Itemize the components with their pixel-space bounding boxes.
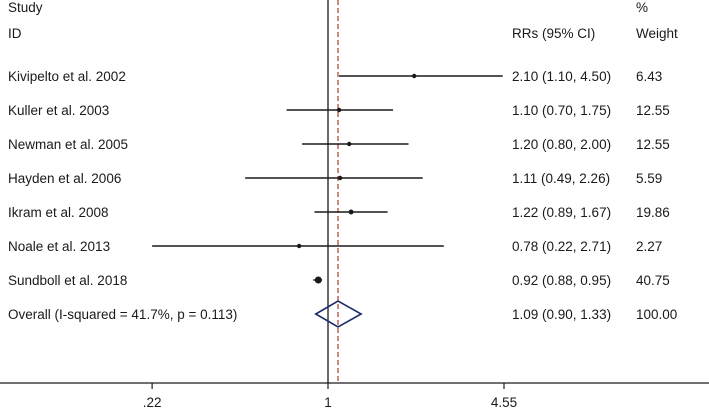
weight-text: 12.55 <box>636 103 670 118</box>
ci-text: 1.11 (0.49, 2.26) <box>512 171 610 186</box>
header-study: Study <box>8 0 43 15</box>
x-tick-label: .22 <box>143 395 162 410</box>
study-rows: Kivipelto et al. 2002 2.10 (1.10, 4.50) 6.… <box>8 0 677 383</box>
study-id: Sundboll et al. 2018 <box>8 273 127 288</box>
overall-ci-text: 1.09 (0.90, 1.33) <box>512 307 611 322</box>
ci-text: 1.10 (0.70, 1.75) <box>512 103 611 118</box>
study-row: Kivipelto et al. 2002 2.10 (1.10, 4.50) 6.… <box>8 69 662 84</box>
study-id: Kivipelto et al. 2002 <box>8 69 126 84</box>
study-row: Noale et al. 2013 0.78 (0.22, 2.71) 2.27 <box>8 239 662 254</box>
weight-text: 12.55 <box>636 137 670 152</box>
header-rr-ci: RRs (95% CI) <box>512 26 595 41</box>
overall-diamond <box>314 300 363 328</box>
overall-weight: 100.00 <box>636 307 677 322</box>
point-estimate <box>337 175 343 181</box>
point-estimate <box>411 73 417 79</box>
study-row: Sundboll et al. 2018 0.92 (0.88, 0.95) 40.… <box>8 273 670 288</box>
point-estimate <box>346 141 352 147</box>
study-row: Kuller et al. 2003 1.10 (0.70, 1.75) 12.55 <box>8 103 670 118</box>
ci-text: 1.20 (0.80, 2.00) <box>512 137 611 152</box>
ci-text: 0.92 (0.88, 0.95) <box>512 273 611 288</box>
weight-text: 6.43 <box>636 69 662 84</box>
ci-text: 0.78 (0.22, 2.71) <box>512 239 611 254</box>
overall-label: Overall (I-squared = 41.7%, p = 0.113) <box>8 307 237 322</box>
weight-text: 5.59 <box>636 171 662 186</box>
study-id: Ikram et al. 2008 <box>8 205 109 220</box>
x-tick-label: 1 <box>324 395 332 410</box>
header-percent: % <box>636 0 648 15</box>
ci-text: 2.10 (1.10, 4.50) <box>512 69 611 84</box>
header: Study ID RRs (95% CI) % Weight <box>8 0 678 41</box>
header-weight: Weight <box>636 26 678 41</box>
study-row: Hayden et al. 2006 1.11 (0.49, 2.26) 5.59 <box>8 171 662 186</box>
weight-text: 19.86 <box>636 205 670 220</box>
x-axis: .22 1 4.55 <box>0 382 709 410</box>
header-id: ID <box>8 26 22 41</box>
study-row: Newman et al. 2005 1.20 (0.80, 2.00) 12.55 <box>8 137 670 152</box>
overall-row: Overall (I-squared = 41.7%, p = 0.113) 1.… <box>8 300 677 328</box>
weight-text: 2.27 <box>636 239 662 254</box>
study-row: Ikram et al. 2008 1.22 (0.89, 1.67) 19.86 <box>8 205 670 220</box>
study-id: Newman et al. 2005 <box>8 137 128 152</box>
point-estimate <box>314 276 322 284</box>
weight-text: 40.75 <box>636 273 670 288</box>
study-id: Noale et al. 2013 <box>8 239 110 254</box>
point-estimate <box>348 209 354 215</box>
x-tick-label: 4.55 <box>491 395 517 410</box>
study-id: Hayden et al. 2006 <box>8 171 121 186</box>
study-id: Kuller et al. 2003 <box>8 103 109 118</box>
point-estimate <box>336 107 342 113</box>
ci-text: 1.22 (0.89, 1.67) <box>512 205 611 220</box>
point-estimate <box>296 243 302 249</box>
